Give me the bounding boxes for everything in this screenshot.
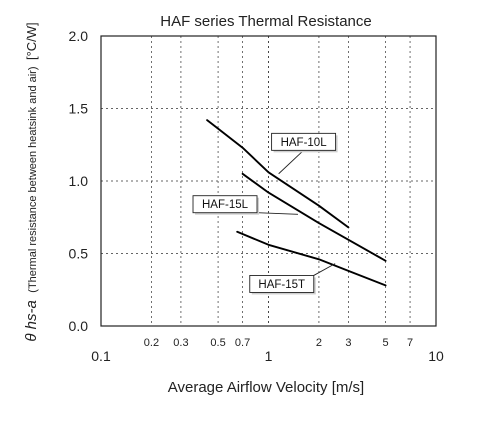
- series-label-haf-10l: HAF-10L: [271, 132, 338, 175]
- x-major-tick-label: 10: [428, 348, 444, 364]
- y-axis-ticks: 0.0 0.5 1.0 1.5 2.0: [69, 28, 89, 334]
- y-tick-label: 0.5: [69, 246, 89, 262]
- y-tick-label: 2.0: [69, 28, 89, 44]
- x-axis-ticks: 0.1 1 10 0.2 0.3 0.5 0.7 2 3 5 7: [91, 337, 444, 364]
- data-series: [206, 119, 387, 287]
- series-name-text: HAF-15L: [202, 199, 249, 211]
- series-name-text: HAF-15T: [258, 279, 305, 291]
- x-minor-tick-label: 0.7: [235, 337, 250, 349]
- x-minor-tick-label: 3: [345, 337, 351, 349]
- series-label-haf-15l: HAF-15L: [192, 195, 299, 215]
- series-line-haf-15l: [241, 172, 387, 262]
- y-tick-label: 1.5: [69, 101, 89, 117]
- x-minor-tick-label: 0.3: [173, 337, 188, 349]
- series-line-haf-15t: [236, 230, 387, 287]
- plot-area-frame: [100, 35, 437, 327]
- label-box: [249, 275, 315, 293]
- series-name-text: HAF-10L: [281, 137, 328, 149]
- x-minor-tick-label: 7: [407, 337, 413, 349]
- chart-title: HAF series Thermal Resistance: [160, 13, 371, 30]
- y-axis-label-unit: [°C/W]: [24, 22, 39, 60]
- x-major-tick-label: 0.1: [91, 348, 111, 364]
- y-axis-label-description: (Thermal resistance between heatsink and…: [27, 66, 39, 292]
- y-axis-label: θ hs-a (Thermal resistance between heats…: [23, 22, 40, 341]
- x-minor-tick-label: 2: [316, 337, 322, 349]
- y-tick-label: 1.0: [69, 173, 89, 189]
- label-box: [192, 195, 258, 214]
- series-labels: HAF-10L HAF-15L HAF-15T: [192, 132, 338, 295]
- label-box: [271, 132, 337, 151]
- x-minor-tick-label: 0.2: [144, 337, 159, 349]
- y-axis-label-symbol: θ hs-a: [23, 300, 40, 341]
- x-major-tick-label: 1: [265, 348, 273, 364]
- x-axis-label: Average Airflow Velocity [m/s]: [168, 379, 364, 396]
- y-tick-label: 0.0: [69, 318, 89, 334]
- x-minor-tick-label: 5: [383, 337, 389, 349]
- label-leader-line: [313, 263, 336, 276]
- series-line-haf-10l: [206, 119, 350, 229]
- x-minor-tick-label: 0.5: [210, 337, 225, 349]
- label-leader-line: [278, 150, 304, 175]
- label-leader-line: [256, 212, 299, 215]
- series-label-haf-15t: HAF-15T: [249, 263, 336, 295]
- grid: [101, 36, 436, 326]
